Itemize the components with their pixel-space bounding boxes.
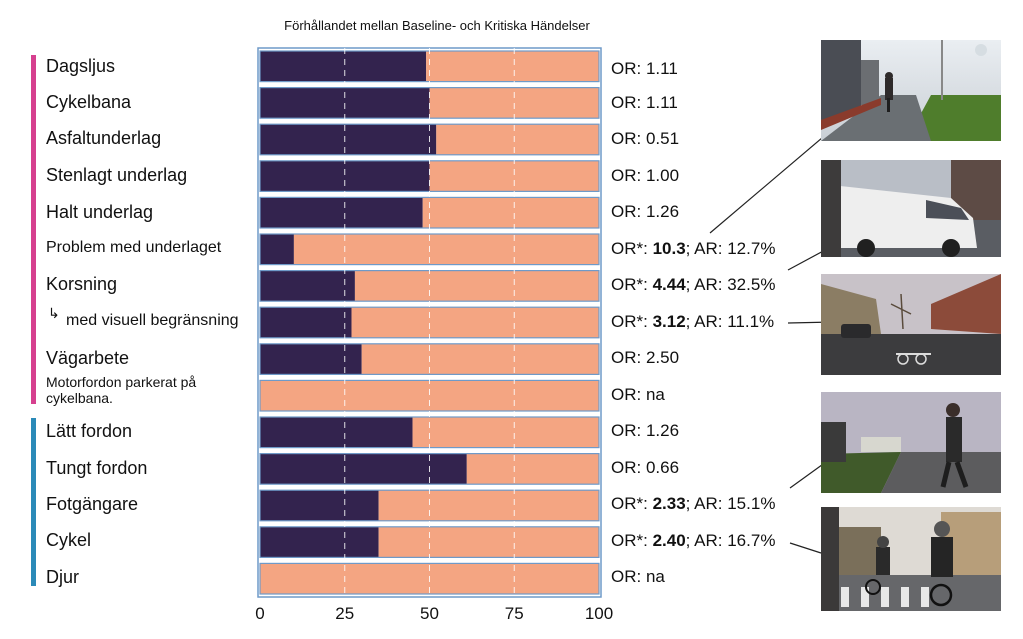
category-label-asfaltunderlag: Asfaltunderlag bbox=[46, 128, 162, 148]
chart-title: Förhållandet mellan Baseline- och Kritis… bbox=[284, 18, 590, 33]
photo-pedestrian bbox=[821, 392, 1001, 493]
bar-outline-8 bbox=[259, 343, 600, 375]
or-annotation-11: OR: 0.66 bbox=[611, 458, 680, 477]
bar-segment-0-1 bbox=[426, 51, 599, 82]
bar-segment-11-1 bbox=[466, 453, 599, 485]
group-bar-road-users bbox=[31, 418, 36, 586]
bar-segment-10-1 bbox=[412, 417, 599, 448]
category-label-cykel: Cykel bbox=[46, 530, 92, 550]
or-annotation-9: OR: na bbox=[611, 385, 665, 404]
or-annotation-13: OR*: 2.40; AR: 16.7% bbox=[611, 531, 776, 550]
photo-white-van bbox=[821, 160, 1001, 257]
or-annotation-0: OR: 1.11 bbox=[611, 59, 678, 78]
bar-segment-7-1 bbox=[351, 307, 599, 338]
x-tick-label-1: 25 bbox=[335, 604, 354, 623]
category-label-cykelbana: Cykelbana bbox=[46, 92, 132, 112]
or-annotation-2: OR: 0.51 bbox=[611, 129, 680, 148]
category-label-fotgangare: Fotgängare bbox=[46, 494, 139, 514]
bar-segment-10-0 bbox=[260, 417, 413, 448]
bar-segment-6-1 bbox=[354, 270, 599, 302]
photo-cyclist-bike-path bbox=[821, 40, 1001, 141]
bar-segment-2-0 bbox=[260, 124, 437, 155]
or-annotation-14: OR: na bbox=[611, 567, 665, 586]
bar-outline-11 bbox=[259, 453, 600, 485]
or-annotation-1: OR: 1.11 bbox=[611, 93, 678, 112]
category-label-med-visuell-begransning: med visuell begränsning bbox=[66, 312, 239, 329]
bar-outline-14 bbox=[259, 562, 600, 595]
category-label-halt-underlag: Halt underlag bbox=[46, 202, 154, 222]
bar-segment-4-0 bbox=[260, 197, 423, 228]
or-annotation-4: OR: 1.26 bbox=[611, 202, 680, 221]
category-label-stenlagt-underlag: Stenlagt underlag bbox=[46, 165, 188, 185]
photo-cyclists-crosswalk bbox=[821, 507, 1001, 611]
or-annotation-7: OR*: 3.12; AR: 11.1% bbox=[611, 312, 775, 331]
bar-segment-12-1 bbox=[378, 490, 599, 521]
category-label-dagsljus: Dagsljus bbox=[46, 56, 116, 76]
sub-category-arrow-icon: ↳ bbox=[48, 305, 60, 321]
bar-segment-7-0 bbox=[260, 307, 352, 338]
callout-line-cykel bbox=[789, 542, 822, 554]
or-annotation-6: OR*: 4.44; AR: 32.5% bbox=[611, 275, 776, 294]
bar-segment-4-1 bbox=[422, 197, 599, 228]
bar-segment-5-0 bbox=[260, 234, 294, 265]
x-tick-label-4: 100 bbox=[585, 604, 613, 623]
category-label-motorfordon-parkerat: Motorfordon parkerat på cykelbana. bbox=[46, 374, 197, 406]
category-label-vagarbete: Vägarbete bbox=[46, 348, 130, 368]
bar-segment-6-0 bbox=[260, 270, 355, 302]
bar-segment-3-0 bbox=[260, 160, 430, 192]
photo-intersection bbox=[821, 274, 1001, 375]
x-tick-label-2: 50 bbox=[420, 604, 439, 623]
category-label-latt-fordon: Lätt fordon bbox=[46, 421, 133, 441]
bar-segment-11-0 bbox=[260, 453, 467, 485]
x-tick-label-3: 75 bbox=[505, 604, 524, 623]
category-label-problem-med-underlaget: Problem med underlaget bbox=[46, 239, 222, 256]
bar-segment-13-0 bbox=[260, 526, 379, 558]
bar-segment-0-0 bbox=[260, 51, 427, 82]
or-annotation-12: OR*: 2.33; AR: 15.1% bbox=[611, 494, 776, 513]
group-bar-environment bbox=[31, 55, 36, 404]
bar-segment-2-1 bbox=[436, 124, 599, 155]
category-label-korsning: Korsning bbox=[46, 274, 118, 294]
or-annotation-3: OR: 1.00 bbox=[611, 166, 680, 185]
bar-segment-8-1 bbox=[361, 343, 599, 375]
x-tick-label-0: 0 bbox=[255, 604, 264, 623]
bar-segment-12-0 bbox=[260, 490, 379, 521]
category-label-djur: Djur bbox=[46, 567, 80, 587]
bar-segment-13-1 bbox=[378, 526, 599, 558]
bar-segment-3-1 bbox=[429, 160, 599, 192]
category-label-tungt-fordon: Tungt fordon bbox=[46, 458, 148, 478]
or-annotation-10: OR: 1.26 bbox=[611, 421, 680, 440]
or-annotation-8: OR: 2.50 bbox=[611, 348, 680, 367]
or-annotation-5: OR*: 10.3; AR: 12.7% bbox=[611, 239, 776, 258]
bar-outline-5 bbox=[259, 233, 600, 266]
bar-outline-2 bbox=[259, 123, 600, 156]
